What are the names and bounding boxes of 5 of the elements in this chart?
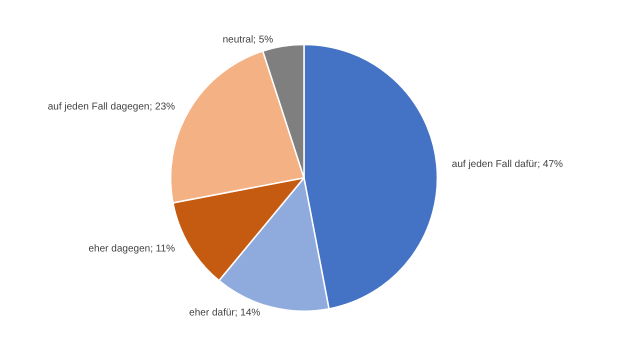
slice-label: eher dafür; 14% bbox=[189, 307, 260, 318]
slice-label: eher dagegen; 11% bbox=[88, 243, 176, 254]
slice-label: auf jeden Fall dafür; 47% bbox=[452, 159, 564, 170]
slice-label: neutral; 5% bbox=[222, 34, 274, 46]
slice-label: auf jeden Fall dagegen; 23% bbox=[48, 101, 176, 112]
